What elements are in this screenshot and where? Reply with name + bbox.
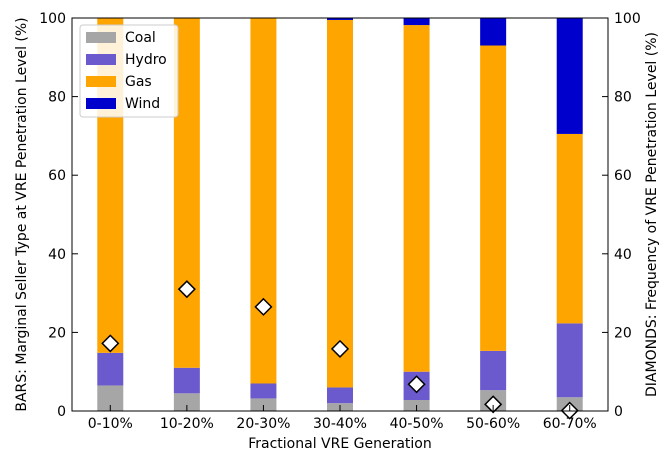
y-tick-label-right: 60 — [614, 168, 632, 184]
frequency-diamond-2 — [177, 280, 196, 299]
y-tick-label-right: 0 — [614, 404, 623, 420]
x-axis-title: Fractional VRE Generation — [248, 436, 432, 452]
y-axis-title-left: BARS: Marginal Seller Type at VRE Penetr… — [14, 17, 30, 411]
legend-swatch-coal — [86, 32, 116, 43]
bar-wind-7 — [556, 18, 583, 134]
x-tick-label: 60-70% — [543, 416, 597, 432]
bar-coal-3 — [250, 398, 277, 411]
legend-label-hydro: Hydro — [125, 52, 167, 68]
x-tick-label: 0-10% — [88, 416, 133, 432]
ticks-layer: 0 20 40 60 80 100 0 20 40 60 80 100 0-10% 10-20% 20-30… — [39, 11, 640, 432]
legend-swatch-wind — [86, 98, 116, 109]
bar-gas-7 — [556, 133, 583, 324]
x-tick-label: 30-40% — [313, 416, 367, 432]
diamonds-layer — [101, 280, 579, 420]
bar-wind-5 — [403, 18, 430, 26]
legend: Coal Hydro Gas Wind — [79, 24, 179, 118]
y-axis-title-right: DIAMONDS: Frequency of VRE Penetration L… — [644, 32, 660, 397]
y-tick-label-left: 40 — [48, 247, 66, 263]
y-tick-label-right: 20 — [614, 325, 632, 341]
bar-wind-6 — [480, 18, 507, 46]
x-tick-label: 10-20% — [160, 416, 214, 432]
y-tick-label-right: 80 — [614, 90, 632, 106]
x-tick-label: 20-30% — [236, 416, 290, 432]
bar-hydro-3 — [250, 383, 277, 399]
y-tick-label-left: 80 — [48, 90, 66, 106]
y-tick-label-right: 100 — [614, 11, 641, 27]
bar-hydro-7 — [556, 323, 583, 398]
y-tick-label-right: 40 — [614, 247, 632, 263]
bar-gas-4 — [327, 19, 353, 388]
bar-wind-4 — [327, 18, 353, 20]
x-tick-label: 40-50% — [390, 416, 444, 432]
y-tick-label-left: 100 — [39, 11, 66, 27]
frequency-diamond-1 — [101, 334, 120, 353]
bar-gas-6 — [480, 45, 507, 351]
bar-hydro-2 — [173, 367, 200, 394]
bar-gas-3 — [250, 18, 277, 384]
bar-hydro-6 — [480, 350, 507, 391]
legend-box — [79, 24, 179, 118]
legend-swatch-hydro — [86, 54, 116, 65]
legend-label-gas: Gas — [125, 74, 152, 90]
y-tick-label-left: 20 — [48, 325, 66, 341]
bar-gas-5 — [403, 25, 430, 372]
legend-label-wind: Wind — [125, 96, 160, 112]
frequency-diamond-4 — [330, 339, 350, 358]
bar-hydro-1 — [97, 352, 124, 386]
bar-hydro-4 — [327, 387, 353, 404]
y-tick-label-left: 0 — [57, 404, 66, 420]
frequency-diamond-5 — [407, 375, 426, 394]
legend-label-coal: Coal — [125, 30, 156, 46]
frequency-diamond-3 — [254, 297, 273, 316]
legend-swatch-gas — [86, 76, 116, 87]
y-tick-label-left: 60 — [48, 168, 66, 184]
bar-coal-2 — [173, 393, 200, 411]
x-tick-label: 50-60% — [466, 416, 520, 432]
frequency-diamond-6 — [484, 395, 503, 414]
